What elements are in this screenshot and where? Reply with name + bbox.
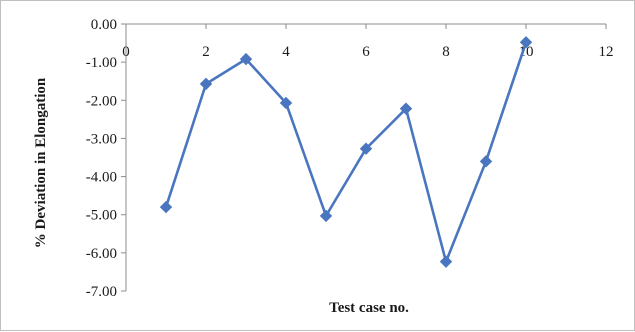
- data-point-marker: [159, 200, 173, 214]
- series-layer: [159, 36, 533, 268]
- x-axis: 0 2 4 6 8 10 12: [122, 23, 614, 60]
- y-tick-label: -2.00: [86, 93, 117, 109]
- x-tick-label: 6: [362, 44, 370, 60]
- data-point-marker: [399, 102, 413, 115]
- y-tick-label: -7.00: [86, 284, 117, 300]
- y-tick-label: 0.00: [91, 17, 117, 33]
- y-tick-label: -6.00: [86, 246, 117, 262]
- data-point-marker: [519, 36, 533, 49]
- y-tick-label: -1.00: [86, 55, 117, 71]
- y-tick-label: -4.00: [86, 170, 117, 186]
- data-point-marker: [479, 155, 493, 168]
- y-tick-label: -5.00: [86, 208, 117, 224]
- data-point-marker: [319, 209, 333, 223]
- y-axis-title: % Deviation in Elongation: [33, 77, 49, 248]
- data-point-marker: [359, 142, 373, 155]
- data-point-marker: [439, 255, 453, 268]
- y-axis: 0.00 -1.00 -2.00 -3.00 -4.00 -5.00 -6.00 -7.00: [86, 17, 127, 300]
- x-tick-label: 4: [282, 44, 290, 60]
- x-tick-label: 8: [442, 44, 450, 60]
- data-point-marker: [199, 77, 213, 91]
- series-line: [164, 41, 528, 263]
- x-tick-label: 2: [202, 44, 210, 60]
- x-tick-label: 0: [122, 44, 130, 60]
- data-point-marker: [279, 96, 293, 110]
- x-axis-title: Test case no.: [329, 300, 409, 316]
- data-point-marker: [239, 52, 253, 66]
- x-tick-label: 12: [599, 44, 614, 60]
- y-tick-label: -3.00: [86, 131, 117, 147]
